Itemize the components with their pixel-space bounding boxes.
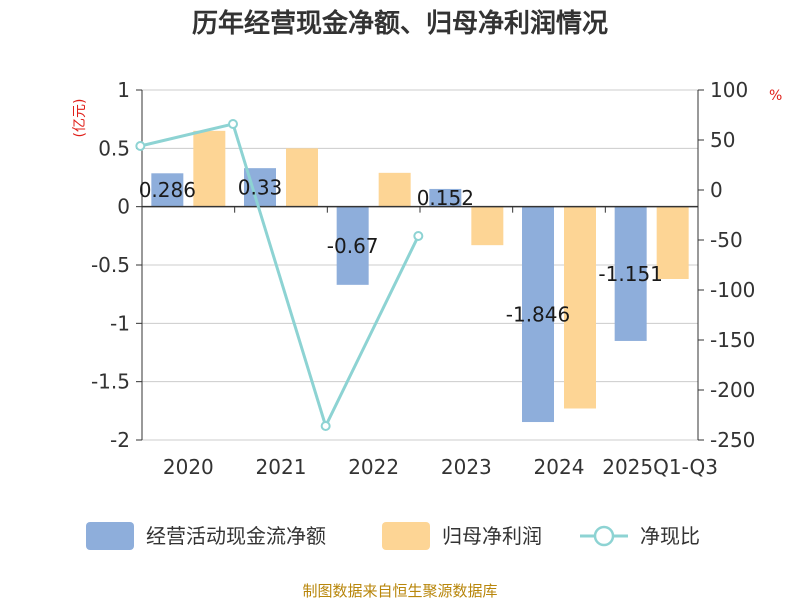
bar-net-profit bbox=[656, 206, 689, 279]
right-tick-label: -250 bbox=[710, 428, 755, 452]
data-label: -1.846 bbox=[506, 302, 570, 326]
ratio-point bbox=[320, 421, 331, 431]
legend-swatch-cashflow bbox=[86, 522, 134, 550]
ratio-point bbox=[135, 141, 146, 151]
source-note: 制图数据来自恒生聚源数据库 bbox=[302, 582, 497, 600]
ratio-line-path bbox=[139, 122, 420, 431]
right-tick-label: 100 bbox=[710, 78, 748, 102]
legend: 经营活动现金流净额 归母净利润 净现比 bbox=[86, 522, 700, 550]
left-tick-label: 1 bbox=[117, 78, 130, 102]
left-axis-unit: (亿元) bbox=[72, 99, 88, 138]
bars bbox=[151, 130, 689, 423]
right-tick-label: -50 bbox=[710, 228, 743, 252]
x-tick-label: 2021 bbox=[256, 455, 307, 479]
bar-net-profit bbox=[378, 172, 411, 207]
ratio-point bbox=[413, 231, 424, 241]
data-label: -0.67 bbox=[327, 234, 379, 258]
bar-cashflow bbox=[522, 206, 554, 423]
data-label: 0.33 bbox=[238, 175, 283, 199]
left-tick-label: -2 bbox=[110, 428, 130, 452]
ratio-point bbox=[228, 119, 238, 129]
bar-cashflow bbox=[614, 206, 647, 341]
left-tick-label: -0.5 bbox=[91, 253, 130, 277]
bar-net-profit bbox=[286, 148, 318, 207]
bar-cashflow bbox=[336, 206, 369, 285]
x-tick-label: 2023 bbox=[441, 455, 492, 479]
left-tick-label: 0.5 bbox=[98, 136, 130, 160]
right-axis-unit: % bbox=[769, 88, 782, 104]
ratio-line bbox=[135, 119, 424, 431]
left-tick-label: -1.5 bbox=[91, 370, 130, 394]
data-label: -1.151 bbox=[598, 262, 662, 286]
x-tick-label: 2020 bbox=[163, 455, 214, 479]
data-label: 0.152 bbox=[417, 186, 474, 210]
right-tick-label: 50 bbox=[710, 128, 735, 152]
data-labels: 0.286 0.33 -0.67 0.152 -1.846 -1.151 bbox=[139, 175, 663, 326]
bar-net-profit bbox=[193, 130, 226, 207]
legend-label-cashflow: 经营活动现金流净额 bbox=[146, 524, 326, 548]
right-tick-label: -100 bbox=[710, 278, 755, 302]
right-tick-label: -200 bbox=[710, 378, 755, 402]
right-tick-label: -150 bbox=[710, 328, 755, 352]
axes: 1 0.5 0 -0.5 -1 -1.5 -2 100 50 0 -50 -100 -150 -200 -2… bbox=[91, 78, 755, 479]
legend-label-ratio: 净现比 bbox=[640, 524, 700, 548]
x-tick-label: 2024 bbox=[534, 455, 585, 479]
left-tick-label: 0 bbox=[117, 195, 130, 219]
bar-net-profit bbox=[564, 206, 596, 409]
chart-title: 历年经营现金净额、归母净利润情况 bbox=[192, 8, 608, 39]
left-tick-label: -1 bbox=[110, 311, 130, 335]
legend-swatch-net-profit bbox=[382, 522, 430, 550]
data-label: 0.286 bbox=[139, 178, 196, 202]
bar-cashflow bbox=[429, 188, 462, 207]
bar-net-profit bbox=[471, 206, 504, 246]
x-tick-label: 2025Q1-Q3 bbox=[602, 455, 718, 479]
right-tick-label: 0 bbox=[710, 178, 723, 202]
bar-cashflow bbox=[151, 173, 184, 207]
x-tick-label: 2022 bbox=[348, 455, 399, 479]
legend-marker-ratio bbox=[593, 525, 615, 547]
legend-label-net-profit: 归母净利润 bbox=[442, 524, 542, 548]
